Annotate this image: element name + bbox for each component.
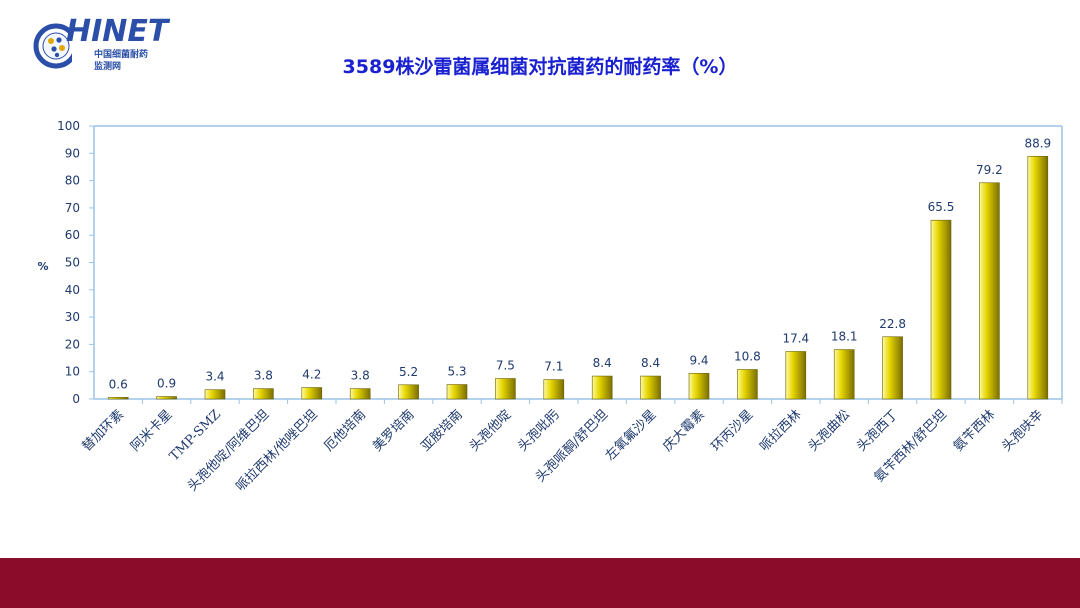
y-tick-label: 70 [65, 201, 80, 215]
x-tick-label: 左氧氟沙星 [603, 407, 660, 464]
chinet-logo: HINET 中国细菌耐药 监测网 [32, 14, 202, 74]
logo-subtitle: 中国细菌耐药 [94, 50, 149, 60]
bar [204, 389, 226, 400]
data-label: 7.5 [496, 359, 515, 373]
y-tick-label: 80 [65, 174, 80, 188]
x-tick-label: 头孢曲松 [806, 407, 853, 454]
data-label: 5.2 [399, 365, 418, 379]
x-tick-label: 庆大霉素 [660, 407, 707, 454]
logo-subtitle-2: 监测网 [94, 62, 122, 72]
y-tick-label: 30 [65, 310, 80, 324]
bar [543, 379, 565, 400]
bar [253, 388, 274, 400]
bar [833, 349, 855, 400]
data-label: 8.4 [593, 356, 612, 370]
bar [688, 373, 710, 400]
x-tick-label: 阿米卡星 [128, 407, 175, 454]
y-tick-label: 60 [65, 228, 80, 242]
x-tick-label: 头孢呋辛 [999, 407, 1046, 454]
x-tick-label: 哌拉西林/他唑巴坦 [233, 407, 321, 495]
data-label: 10.8 [734, 350, 761, 364]
bar [979, 182, 1000, 400]
bar [930, 219, 952, 400]
x-tick-label: 亚胺培南 [418, 407, 466, 455]
bar [737, 369, 758, 400]
chart-title: 3589株沙雷菌属细菌对抗菌药的耐药率（%） [342, 56, 738, 78]
y-axis-label: % [37, 260, 48, 273]
data-label: 3.4 [205, 370, 224, 384]
x-tick-label: 环丙沙星 [709, 407, 756, 454]
data-label: 17.4 [782, 331, 809, 345]
y-tick-label: 50 [65, 256, 80, 270]
y-tick-label: 40 [65, 283, 80, 297]
data-label: 4.2 [302, 368, 321, 382]
data-label: 18.1 [831, 330, 858, 344]
globe-icon [33, 23, 78, 69]
x-tick-label: 头孢他啶/阿维巴坦 [185, 407, 272, 494]
bar [882, 336, 903, 400]
x-tick-label: 头孢吡肟 [515, 407, 562, 454]
bar [1027, 156, 1049, 400]
data-label: 8.4 [641, 356, 660, 370]
bar [156, 396, 177, 400]
y-tick-label: 0 [72, 392, 80, 406]
bar [107, 397, 129, 400]
bar [446, 384, 468, 400]
bar [785, 351, 807, 400]
footer-band [0, 558, 1080, 608]
y-tick-label: 90 [65, 146, 80, 160]
bar-chart: 0 10 20 30 40 50 60 70 80 90 100% 0.6 替加环素 0.9 阿米卡星 3.4… [37, 119, 1063, 495]
y-tick-label: 10 [65, 365, 80, 379]
x-tick-label: 头孢他啶 [467, 407, 514, 454]
y-tick-label: 100 [57, 119, 80, 133]
y-tick-label: 20 [65, 337, 80, 351]
bar [591, 375, 613, 400]
data-label: 3.8 [254, 369, 273, 383]
data-label: 9.4 [689, 353, 708, 367]
bar [349, 388, 371, 400]
data-label: 79.2 [976, 163, 1003, 177]
logo-text: HINET [66, 14, 169, 49]
data-label: 65.5 [928, 200, 955, 214]
bar [640, 375, 661, 400]
data-label: 5.3 [447, 365, 466, 379]
bar [301, 387, 323, 400]
data-label: 88.9 [1024, 136, 1051, 150]
x-tick-label: 美罗培南 [369, 407, 417, 455]
data-label: 0.6 [109, 377, 128, 391]
data-label: 0.9 [157, 377, 176, 391]
x-tick-label: 替加环素 [80, 407, 127, 454]
x-tick-label: 头孢西丁 [854, 407, 901, 454]
x-tick-label: 氨苄西林 [951, 407, 998, 454]
bar [495, 378, 516, 400]
x-tick-label: 哌拉西林 [757, 407, 805, 455]
x-tick-label: 厄他培南 [321, 407, 369, 455]
bar [398, 384, 419, 400]
data-label: 22.8 [879, 317, 906, 331]
data-label: 3.8 [351, 369, 370, 383]
data-label: 7.1 [544, 360, 563, 374]
